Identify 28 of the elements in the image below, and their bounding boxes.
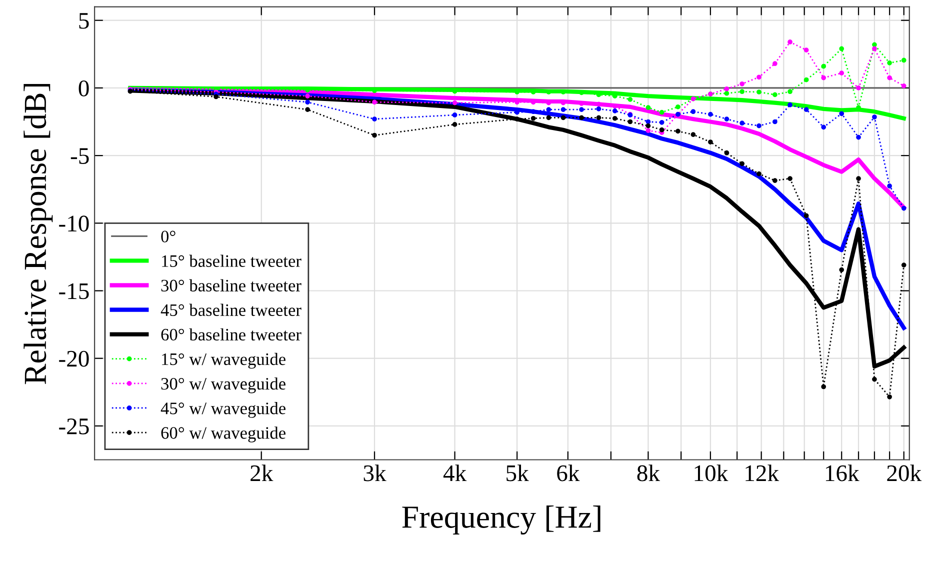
legend-label: 60° w/ waveguide <box>161 426 286 442</box>
legend-label: 15° w/ waveguide <box>162 352 286 369</box>
legend-label: 30° w/ waveguide <box>161 377 286 394</box>
x-tick-label: 20k <box>887 464 922 482</box>
legend-label: 45° baseline tweeter <box>160 304 302 316</box>
x-tick-label: 5k <box>506 464 529 482</box>
x-tick-label: 8k <box>637 464 660 482</box>
legend-label: 0° <box>161 230 176 242</box>
legend-label: 45° w/ waveguide <box>160 402 286 418</box>
y-tick-label: -5 <box>70 148 89 164</box>
legend-label: 60° baseline tweeter <box>161 328 302 341</box>
x-axis-title: Frequency [Hz] <box>402 505 600 535</box>
legend-label: 15° baseline tweeter <box>162 254 302 267</box>
y-tick-label: -20 <box>59 350 89 367</box>
x-tick-label: 6k <box>557 464 580 482</box>
x-tick-label: 4k <box>443 464 467 481</box>
y-tick-label: -25 <box>59 418 89 434</box>
y-tick-label: 5 <box>79 13 89 29</box>
y-axis-title: Relative Response [dB] <box>24 84 53 384</box>
x-tick-label: 10k <box>694 464 728 482</box>
x-tick-label: 3k <box>364 464 386 482</box>
legend-label: 30° baseline tweeter <box>161 279 302 292</box>
x-tick-label: 16k <box>826 464 860 482</box>
y-tick-label: -15 <box>59 283 89 300</box>
y-tick-label: 0 <box>78 80 89 96</box>
y-tick-label: -10 <box>59 216 89 232</box>
x-tick-label: 12k <box>746 464 780 481</box>
x-tick-label: 2k <box>250 464 274 481</box>
